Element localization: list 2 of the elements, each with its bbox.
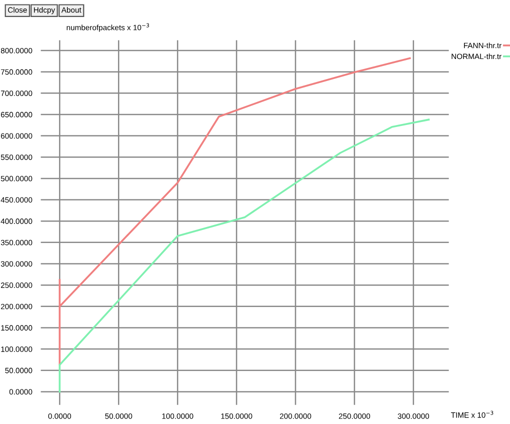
line-series [58,57,411,366]
line-series [58,118,430,393]
